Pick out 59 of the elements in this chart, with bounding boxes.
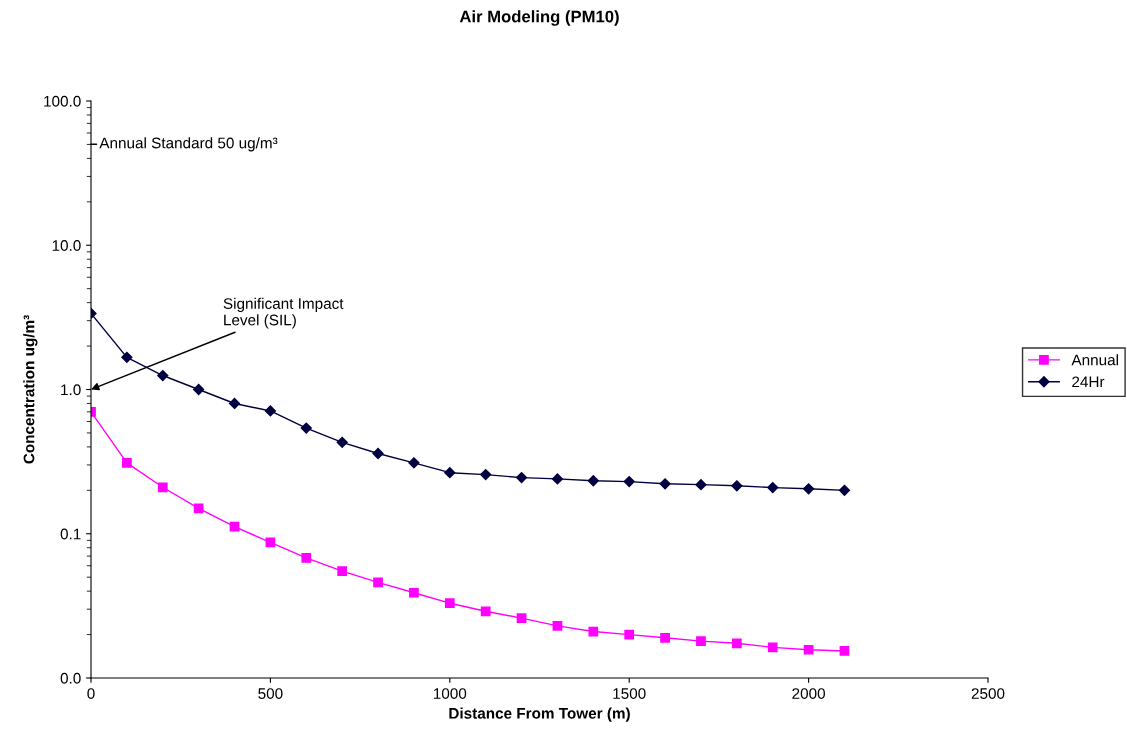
point: [122, 458, 132, 468]
x-tick-label: 500: [258, 688, 283, 699]
x-axis-title: Distance From Tower (m): [449, 707, 630, 722]
x-tick-label: 0: [87, 688, 95, 699]
point: [157, 482, 168, 493]
point: [408, 457, 420, 469]
point: [229, 521, 240, 532]
point: [802, 483, 815, 495]
y-tick-label: 0.1: [60, 528, 81, 540]
point: [515, 472, 528, 484]
point: [695, 479, 707, 491]
y-tick-label: 0.0: [60, 672, 81, 684]
chart-title: Air Modeling (PM10): [459, 10, 619, 26]
point: [696, 636, 706, 647]
y-tick-label: 1.0: [61, 384, 81, 396]
point: [803, 644, 814, 655]
point: [444, 598, 455, 609]
point: [480, 606, 491, 617]
point: [337, 566, 348, 577]
legend-label: 24Hr: [1072, 376, 1105, 388]
point: [336, 436, 348, 448]
point: [587, 475, 599, 487]
point: [551, 473, 564, 485]
point: [767, 642, 778, 653]
legend-label: Annual: [1071, 354, 1118, 366]
point: [660, 632, 670, 643]
x-tick-label: 1000: [433, 688, 467, 699]
point: [480, 469, 492, 481]
x-tick-label: 2000: [792, 688, 825, 699]
point: [193, 503, 204, 514]
annotation: Annual Standard 50 ug/m³: [99, 137, 278, 152]
point: [228, 397, 241, 410]
point: [552, 620, 563, 631]
point: [731, 480, 743, 492]
point: [839, 646, 850, 656]
y-tick-label: 100.0: [44, 95, 81, 107]
point: [731, 638, 742, 649]
point: [264, 405, 277, 417]
point: [301, 553, 312, 563]
point: [372, 447, 384, 460]
point: [121, 351, 133, 363]
point: [193, 383, 205, 396]
point: [623, 475, 635, 488]
point: [767, 481, 779, 494]
point: [624, 629, 635, 640]
y-axis-title: Concentration ug/m³: [23, 315, 38, 464]
y-tick-label: 10.0: [52, 240, 81, 251]
point: [659, 478, 671, 490]
point: [838, 484, 851, 496]
x-tick-label: 2500: [971, 688, 1005, 699]
x-tick-label: 1500: [613, 688, 646, 699]
point: [373, 577, 383, 588]
point: [444, 467, 456, 479]
point: [157, 369, 169, 382]
point: [300, 422, 312, 434]
annotation: Significant Impact Level (SIL): [223, 297, 344, 329]
point: [516, 613, 527, 624]
point: [409, 587, 419, 598]
point: [588, 626, 599, 637]
